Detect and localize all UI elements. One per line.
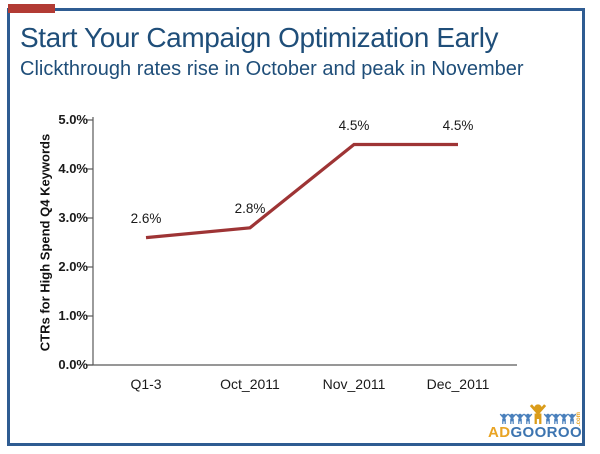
- y-tick-label: 1.0%: [58, 308, 88, 323]
- people-icon: [499, 404, 577, 424]
- logo-gooroo: GOOROO: [510, 424, 583, 441]
- adgooroo-logo: ADGOOROO .com: [488, 400, 588, 442]
- y-tick-label: 2.0%: [58, 259, 88, 274]
- logo-wordmark: ADGOOROO: [488, 424, 583, 441]
- slide-frame: [7, 8, 585, 446]
- x-tick-label: Dec_2011: [426, 376, 490, 392]
- page-title: Start Your Campaign Optimization Early: [20, 22, 499, 53]
- y-axis-title: CTRs for High Spend Q4 Keywords: [37, 133, 53, 352]
- ctr-series-line: [145, 142, 458, 240]
- logo-com-suffix: .com: [576, 411, 582, 426]
- data-label: 4.5%: [338, 117, 370, 133]
- accent-bar: [8, 4, 55, 13]
- y-tick-label: 3.0%: [58, 210, 88, 225]
- x-tick-label: Nov_2011: [322, 376, 386, 392]
- x-tick-label: Q1-3: [130, 376, 162, 392]
- page-subtitle: Clickthrough rates rise in October and p…: [20, 58, 524, 80]
- y-tick-label: 5.0%: [58, 112, 88, 127]
- data-label: 4.5%: [442, 117, 474, 133]
- y-tick-label: 4.0%: [58, 161, 88, 176]
- data-label: 2.8%: [234, 200, 266, 216]
- data-label: 2.6%: [130, 210, 162, 226]
- y-tick-label: 0.0%: [58, 357, 88, 372]
- logo-ad: AD: [488, 424, 511, 441]
- x-tick-label: Oct_2011: [220, 376, 280, 392]
